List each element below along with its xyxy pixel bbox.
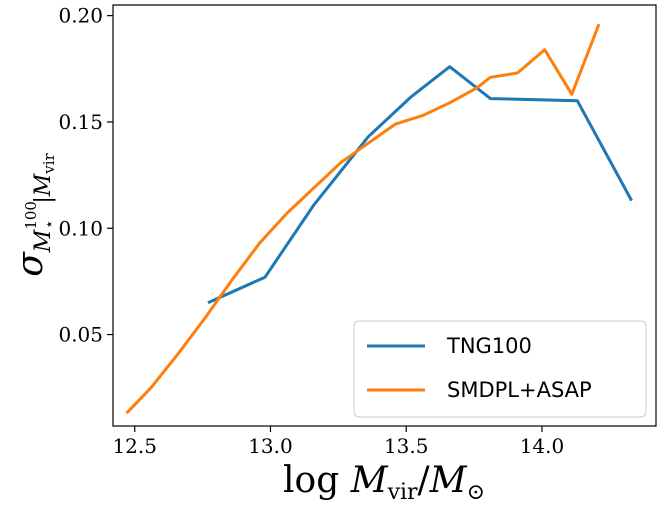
series-line-smdpl-asap [125,23,601,415]
x-tick-label: 13.5 [384,434,429,458]
x-tick-label: 13.0 [248,434,293,458]
legend-label-tng100: TNG100 [446,334,532,358]
y-tick-label: 0.05 [58,323,103,347]
y-axis-ticks: 0.05 0.10 0.15 0.20 [58,4,113,347]
legend: TNG100 SMDPL+ASAP [353,320,647,418]
series-line-tng100 [207,65,633,305]
series-layer [125,23,633,415]
x-axis-ticks: 12.5 13.0 13.5 14.0 [112,426,564,458]
x-tick-label: 14.0 [520,434,565,458]
x-tick-label: 12.5 [112,434,157,458]
y-tick-label: 0.20 [58,4,103,28]
legend-box [353,320,647,418]
y-tick-label: 0.10 [58,216,103,240]
legend-label-smdpl-asap: SMDPL+ASAP [447,378,592,402]
plot-frame [112,4,657,427]
x-axis-title: log Mvir/M⊙ [283,460,485,505]
y-tick-label: 0.15 [58,110,103,134]
y-axis-title: σM100⋆|Mvir [10,152,58,276]
